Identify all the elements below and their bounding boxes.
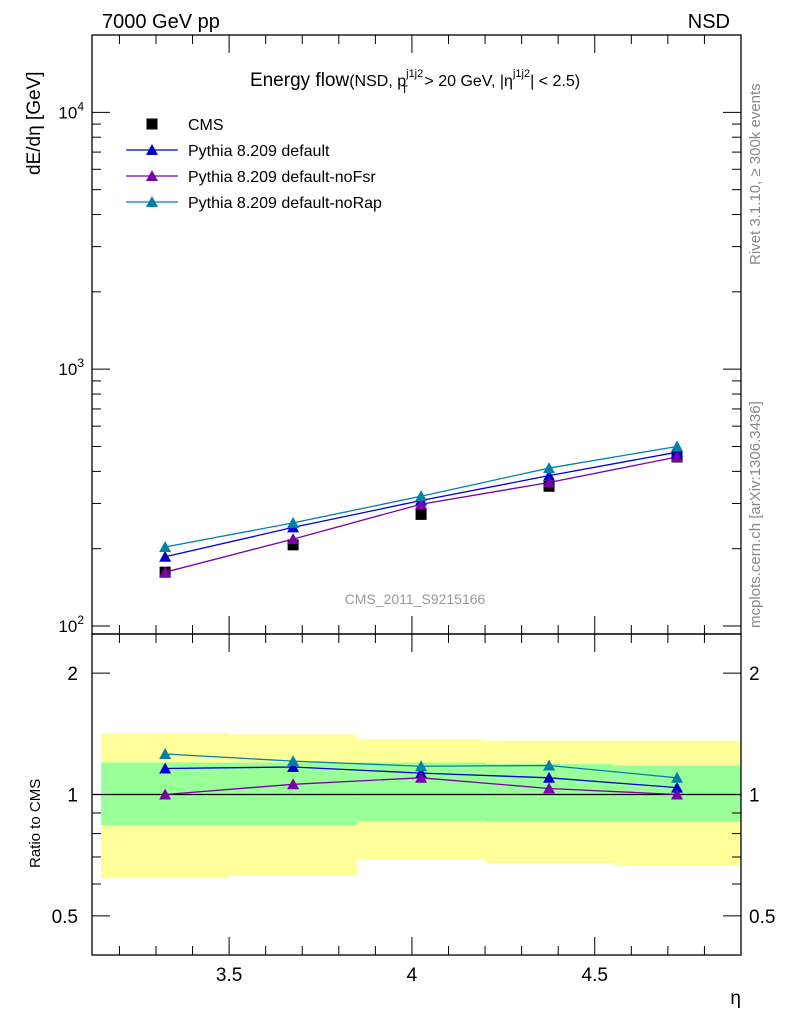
ratio-ylabel: Ratio to CMS [27,779,44,868]
main-point-noRap-4 [671,440,684,452]
x-tick-label-1: 4 [407,965,418,986]
ratio-point-noFsr-2 [415,771,428,783]
header-right: NSD [688,11,730,33]
ratio-ytick-label-right-0: 0.5 [749,907,775,928]
ratio-ytick-label-left-0: 0.5 [52,907,78,928]
ratio-point-noFsr-3 [543,782,556,794]
main-point-noRap-2 [415,490,428,502]
legend-label-noRap: Pythia 8.209 default-noRap [188,195,382,212]
ratio-ytick-label-left-2: 2 [67,664,78,685]
ratio-axis-ticks: 0.5 0.5 1 1 2 2 3.5 4 4.5 [52,634,775,986]
ratio-point-noRap-0 [159,748,172,760]
x-tick-label-2: 4.5 [582,965,608,986]
plot-title: Energy flow(NSD, pj1j2 T > 20 GeV, |ηj1j2… [250,68,580,96]
ratio-ytick-label-right-2: 2 [749,664,760,685]
main-point-noFsr-2 [415,498,428,510]
mcplots-label: mcplots.cern.ch [arXiv:1306.3436] [747,401,764,628]
main-point-noRap-1 [287,516,300,528]
ratio-point-default-0 [159,762,172,774]
ratio-point-noFsr-4 [671,788,684,800]
ratio-point-default-3 [543,771,556,783]
ratio-point-noRap-1 [287,755,300,767]
main-point-noRap-0 [159,541,172,553]
main-point-noFsr-3 [543,476,556,488]
ratio-point-default-1 [287,760,300,772]
main-axis-ticks: 102 103 104 [58,34,742,636]
legend-label-default: Pythia 8.209 default [188,143,330,160]
main-point-noFsr-1 [287,533,300,545]
main-ytick-label-2: 104 [58,99,84,122]
legend-marker-noRap [146,196,158,207]
main-series-layer [159,440,684,578]
main-point-default-3 [543,469,556,481]
main-ytick-label-0: 102 [58,613,84,636]
ratio-point-noRap-2 [415,760,428,772]
main-point-cms-2 [415,508,427,520]
ratio-ytick-label-right-1: 1 [749,786,760,807]
main-point-cms-1 [287,539,299,551]
main-ylabel: dE/dη [GeV] [24,71,45,175]
main-point-noFsr-0 [159,566,172,578]
analysis-watermark: CMS_2011_S9215166 [345,591,486,607]
rivet-label: Rivet 3.1.10, ≥ 300k events [747,83,764,265]
legend: CMS Pythia 8.209 default Pythia 8.209 defa… [126,117,382,212]
ratio-point-default-4 [671,781,684,793]
main-point-default-0 [159,550,172,562]
legend-marker-cms [146,118,158,130]
ratio-point-noFsr-1 [287,778,300,790]
ratio-ytick-label-left-1: 1 [67,786,78,807]
legend-label-cms: CMS [188,117,224,134]
ratio-frame [91,633,742,956]
legend-marker-noFsr [146,170,158,181]
main-ytick-label-1: 103 [58,356,84,379]
ratio-point-noFsr-0 [159,788,172,800]
ratio-band-inner-1 [229,762,358,826]
x-tick-label-0: 3.5 [216,965,242,986]
ratio-point-noRap-3 [543,759,556,771]
ratio-point-noRap-4 [671,771,684,783]
main-point-noRap-3 [543,462,556,474]
legend-marker-default [146,144,158,155]
legend-label-noFsr: Pythia 8.209 default-noFsr [188,169,376,186]
x-axis-label: η [730,988,741,1009]
ratio-series-layer [159,748,684,800]
main-point-noFsr-4 [671,450,684,462]
panel-frames [91,34,742,956]
header-left: 7000 GeV pp [102,11,220,33]
